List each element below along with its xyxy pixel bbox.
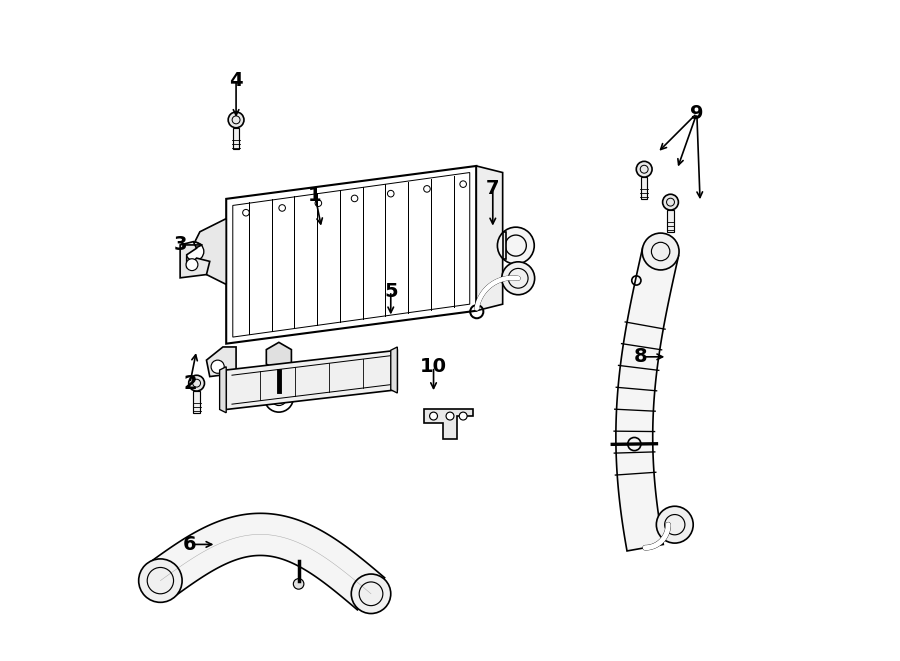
Polygon shape	[667, 210, 674, 232]
Polygon shape	[226, 350, 397, 409]
Polygon shape	[266, 342, 292, 371]
Polygon shape	[206, 347, 236, 377]
Text: 2: 2	[184, 373, 197, 393]
Circle shape	[351, 574, 391, 613]
Text: 5: 5	[384, 282, 398, 301]
Circle shape	[446, 412, 454, 420]
Polygon shape	[503, 233, 506, 258]
Text: 10: 10	[420, 357, 447, 376]
Circle shape	[185, 243, 203, 260]
Circle shape	[189, 375, 204, 391]
Text: 9: 9	[690, 104, 704, 123]
Circle shape	[429, 412, 437, 420]
Polygon shape	[391, 347, 397, 393]
Text: 4: 4	[230, 71, 243, 90]
Polygon shape	[190, 219, 226, 284]
Circle shape	[186, 258, 198, 270]
Polygon shape	[194, 391, 200, 412]
Polygon shape	[180, 242, 210, 278]
Polygon shape	[148, 514, 384, 610]
Circle shape	[662, 194, 679, 210]
Circle shape	[498, 227, 535, 264]
Text: 3: 3	[174, 235, 187, 254]
Circle shape	[265, 383, 293, 412]
Polygon shape	[641, 177, 647, 199]
Text: 6: 6	[184, 535, 197, 554]
Circle shape	[636, 161, 652, 177]
Circle shape	[501, 262, 535, 295]
Text: 1: 1	[309, 186, 322, 205]
Circle shape	[139, 559, 182, 602]
Polygon shape	[424, 409, 473, 439]
Circle shape	[643, 233, 680, 270]
Circle shape	[229, 112, 244, 128]
Polygon shape	[220, 367, 226, 412]
Circle shape	[656, 506, 693, 543]
Polygon shape	[476, 166, 503, 311]
Circle shape	[459, 412, 467, 420]
Text: 7: 7	[486, 180, 500, 198]
Polygon shape	[233, 128, 239, 149]
Circle shape	[212, 360, 224, 373]
Text: 8: 8	[634, 347, 648, 366]
Polygon shape	[616, 247, 679, 551]
Circle shape	[293, 578, 304, 589]
